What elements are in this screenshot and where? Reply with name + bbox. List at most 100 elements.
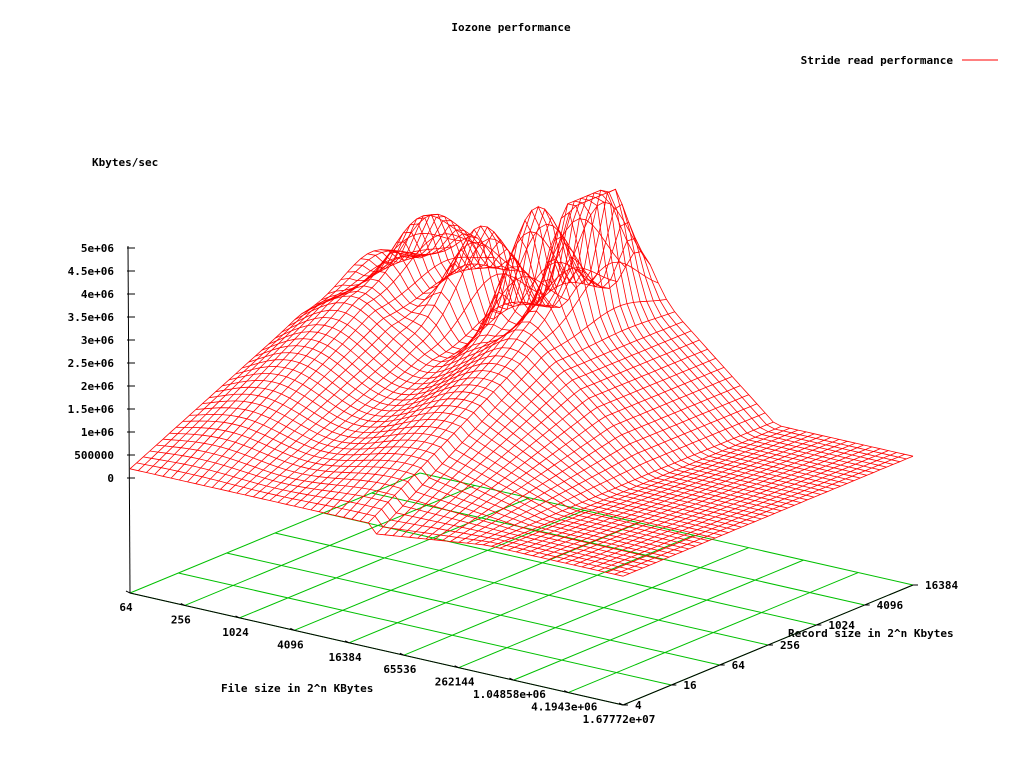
surface-line-file <box>425 357 716 540</box>
surface-line-file <box>450 385 741 542</box>
z-tick-label: 1e+06 <box>81 426 114 439</box>
surface-line-file <box>614 453 905 575</box>
surface-line-file <box>441 376 733 542</box>
surface-line-file <box>285 231 577 505</box>
surface-line-file <box>343 189 634 518</box>
surface-line-record <box>294 302 788 509</box>
z-tick-label: 2.5e+06 <box>68 357 115 370</box>
surface-line-record <box>268 331 762 520</box>
grid-line-record-size <box>226 552 720 666</box>
surface-line-file <box>548 439 840 560</box>
surface-line-file <box>129 249 421 470</box>
x-tick-label: 1.04858e+06 <box>473 688 546 701</box>
surface-line-file <box>310 261 601 511</box>
surface-line-file <box>326 267 618 514</box>
z-tick-label: 1.5e+06 <box>68 403 115 416</box>
grid-line-record-size <box>274 532 769 646</box>
x-tick-mark <box>290 627 295 631</box>
x-tick-label: 64 <box>119 601 133 614</box>
z-tick-label: 2e+06 <box>81 380 114 393</box>
surface-line-file <box>466 403 758 544</box>
surface-line-file <box>606 452 897 573</box>
surface-line-file <box>516 431 807 553</box>
surface-line-file <box>499 427 790 549</box>
surface-line-file <box>294 206 585 507</box>
surface-line-file <box>417 348 708 539</box>
surface-line-file <box>351 188 643 520</box>
surface-line-file <box>253 273 544 498</box>
x-tick-mark <box>563 690 569 694</box>
surface-line-file <box>433 367 725 541</box>
z-tick-label: 3.5e+06 <box>68 311 115 324</box>
surface-line-file <box>368 261 659 524</box>
x-axis-ticks: 64 256 1024 4096 16384 65536 2621441.04858e+06… <box>119 590 656 726</box>
x-tick-label: 65536 <box>383 663 416 676</box>
x-tick-mark <box>180 602 186 606</box>
surface-line-file <box>277 276 569 503</box>
surface-line-record <box>334 258 828 493</box>
y-axis-label: Record size in 2^n Kbytes <box>788 627 954 640</box>
x-tick-label: 16384 <box>329 651 362 664</box>
floor-grid <box>129 472 914 706</box>
surface-line-file <box>532 435 823 557</box>
surface-line-file <box>400 330 692 537</box>
surface-line-file <box>581 446 873 568</box>
surface-line-file <box>491 425 782 547</box>
surface-line-file <box>211 265 503 488</box>
surface-line-file <box>236 225 528 494</box>
y-tick-label: 16384 <box>925 579 958 592</box>
surface-mesh <box>129 188 914 577</box>
surface-line-file <box>170 232 462 479</box>
chart-title: Iozone performance <box>451 21 571 34</box>
surface-line-file <box>146 252 437 473</box>
x-tick-mark <box>509 677 514 681</box>
y-tick-label: 4 <box>635 699 642 712</box>
surface-line-file <box>483 421 774 546</box>
surface-line-file <box>244 238 536 496</box>
surface-line-file <box>565 442 856 564</box>
surface-line-file <box>220 263 511 490</box>
surface-line-file <box>195 233 486 484</box>
z-tick-label: 4e+06 <box>81 288 114 301</box>
x-tick-mark <box>454 665 459 669</box>
surface-line-file <box>622 455 914 577</box>
surface-line-file <box>458 394 749 543</box>
surface-line-file <box>162 246 453 477</box>
surface-line-record <box>406 221 900 463</box>
z-axis-line <box>127 245 131 594</box>
z-axis-label: Kbytes/sec <box>92 156 158 169</box>
surface-line-file <box>269 304 560 501</box>
x-tick-label: 262144 <box>435 676 475 689</box>
x-tick-label: 1024 <box>222 626 249 639</box>
z-tick-label: 0 <box>107 472 114 485</box>
x-tick-label: 1.67772e+07 <box>583 713 656 726</box>
z-tick-label: 4.5e+06 <box>68 265 115 278</box>
z-axis-ticks: 0 500000 1e+06 1.5e+06 2e+06 2.5e+06 3e+06 3.5e… <box>68 242 135 485</box>
x-tick-mark <box>344 640 350 644</box>
surface-line-file <box>589 448 881 570</box>
surface-line-record <box>149 450 643 569</box>
surface-line-file <box>318 282 610 512</box>
grid-line-record-size <box>323 512 817 626</box>
surface-line-file <box>409 339 700 538</box>
x-tick-mark <box>399 652 405 656</box>
surface-line-file <box>203 256 494 486</box>
x-axis-line <box>129 592 624 706</box>
surface-line-file <box>557 440 848 562</box>
surface-line-file <box>137 250 429 471</box>
y-axis-ticks: 4 16 64 256 1024 4096 16384 <box>623 579 958 712</box>
y-tick-label: 4096 <box>877 599 904 612</box>
grid-line-record-size <box>178 572 672 686</box>
y-tick-label: 16 <box>683 679 697 692</box>
y-tick-label: 256 <box>780 639 800 652</box>
surface-line-file <box>573 444 864 566</box>
surface-line-file <box>335 218 626 516</box>
legend-label: Stride read performance <box>801 54 954 67</box>
x-tick-label: 256 <box>171 613 191 626</box>
surface-line-record <box>176 426 670 558</box>
x-tick-mark <box>618 702 624 706</box>
x-tick-label: 4096 <box>277 638 304 651</box>
surface-line-record <box>307 290 802 503</box>
surface-line-file <box>154 250 445 475</box>
